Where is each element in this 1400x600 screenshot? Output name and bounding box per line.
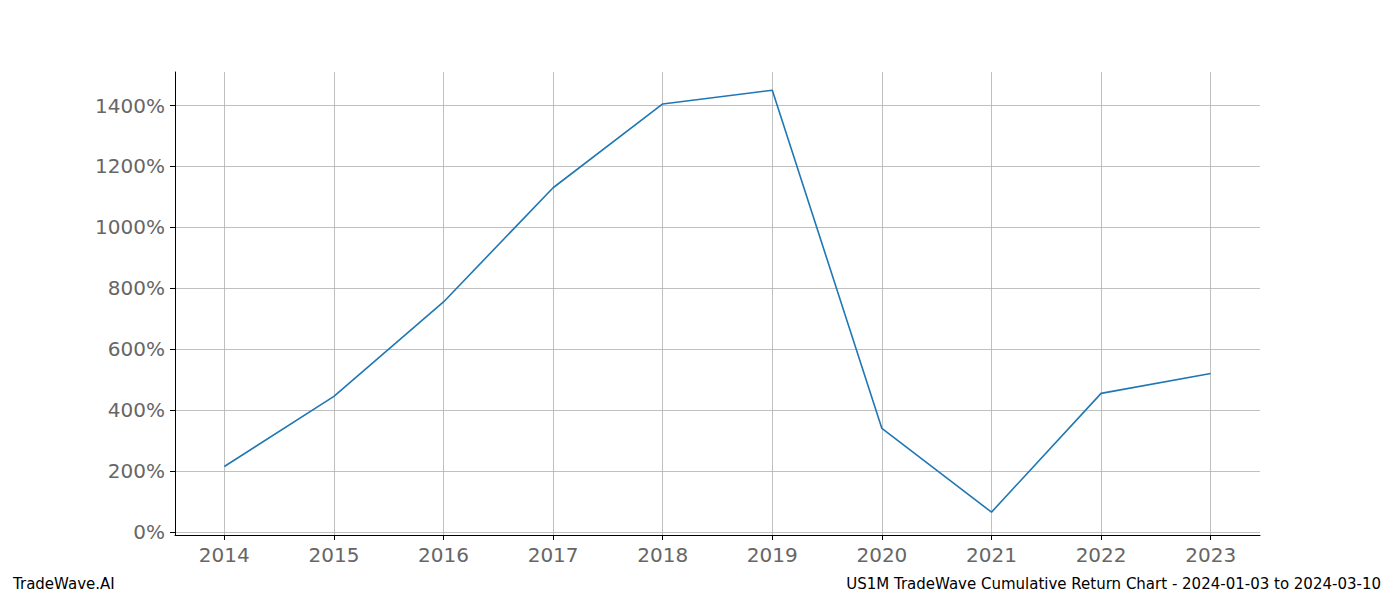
svg-text:US1M TradeWave Cumulative Retu: US1M TradeWave Cumulative Return Chart -…: [846, 575, 1381, 593]
svg-text:1200%: 1200%: [95, 154, 165, 178]
svg-text:1000%: 1000%: [95, 215, 165, 239]
svg-text:200%: 200%: [108, 459, 165, 483]
svg-text:400%: 400%: [108, 398, 165, 422]
svg-text:2014: 2014: [199, 543, 250, 567]
svg-text:2018: 2018: [637, 543, 688, 567]
svg-text:0%: 0%: [133, 520, 165, 544]
svg-text:2016: 2016: [418, 543, 469, 567]
svg-text:1400%: 1400%: [95, 94, 165, 118]
svg-text:2019: 2019: [747, 543, 798, 567]
svg-text:2022: 2022: [1076, 543, 1127, 567]
svg-text:600%: 600%: [108, 337, 165, 361]
svg-text:2020: 2020: [856, 543, 907, 567]
svg-text:2017: 2017: [528, 543, 579, 567]
svg-text:2023: 2023: [1185, 543, 1236, 567]
svg-text:2015: 2015: [308, 543, 359, 567]
svg-text:TradeWave.AI: TradeWave.AI: [12, 575, 115, 593]
svg-text:800%: 800%: [108, 276, 165, 300]
svg-text:2021: 2021: [966, 543, 1017, 567]
